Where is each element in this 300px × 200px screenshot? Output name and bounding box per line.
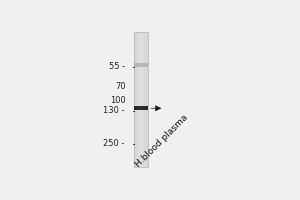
Bar <box>136 32 137 167</box>
Bar <box>140 32 141 167</box>
Bar <box>141 32 142 167</box>
Bar <box>134 32 135 167</box>
Bar <box>145 32 146 167</box>
Text: 130 -: 130 - <box>103 106 125 115</box>
Bar <box>136 32 137 167</box>
Bar <box>134 106 148 110</box>
Text: H.blood plasma: H.blood plasma <box>134 113 190 169</box>
Bar <box>142 32 143 167</box>
Text: 250 -: 250 - <box>103 139 125 148</box>
Bar <box>143 32 144 167</box>
Bar <box>138 32 139 167</box>
Bar <box>146 32 147 167</box>
Text: 55 -: 55 - <box>109 62 125 71</box>
Bar <box>135 32 136 167</box>
Text: 70: 70 <box>115 82 126 91</box>
Bar <box>144 32 145 167</box>
Bar <box>134 32 148 167</box>
Bar <box>139 32 140 167</box>
Bar <box>137 32 138 167</box>
Bar <box>147 32 148 167</box>
Bar <box>134 63 148 67</box>
Text: 100: 100 <box>110 96 126 105</box>
